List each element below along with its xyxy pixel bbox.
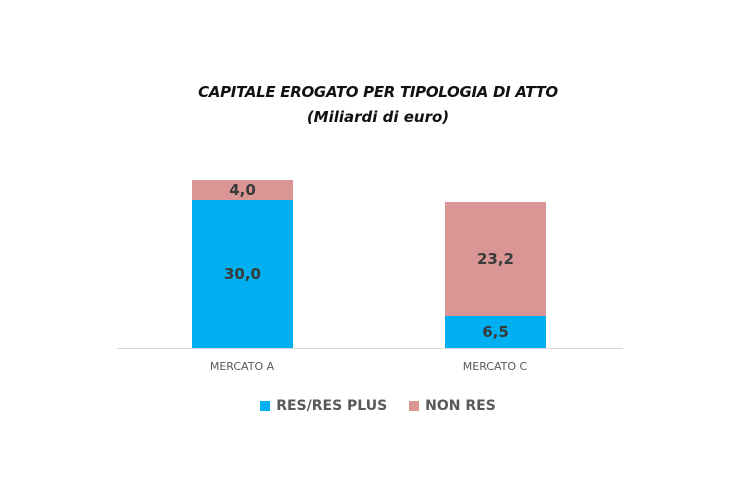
legend-label-res: RES/RES PLUS	[276, 398, 388, 414]
data-label: 4,0	[229, 181, 256, 199]
category-label-mercato-c: MERCATO C	[462, 360, 528, 373]
data-label: 23,2	[476, 250, 514, 268]
legend-label-non-res: NON RES	[425, 398, 496, 414]
segment-non-res-mercato-c: 23,2	[445, 202, 546, 316]
bar-mercato-c: 23,2 6,5	[445, 202, 546, 348]
segment-non-res-mercato-a: 4,0	[192, 180, 293, 200]
category-label-mercato-a: MERCATO A	[209, 360, 275, 373]
x-axis-line	[117, 348, 623, 349]
data-label: 30,0	[223, 265, 261, 283]
chart-title: CAPITALE EROGATO PER TIPOLOGIA DI ATTO	[198, 83, 558, 101]
legend-item-non-res: NON RES	[409, 398, 496, 414]
legend-swatch-res	[260, 401, 271, 411]
bar-mercato-a: 4,0 30,0	[192, 180, 293, 348]
segment-res-mercato-a: 30,0	[192, 200, 293, 348]
segment-res-mercato-c: 6,5	[445, 316, 546, 348]
data-label: 6,5	[482, 323, 509, 341]
chart-subtitle: (Miliardi di euro)	[306, 108, 450, 126]
legend: RES/RES PLUS NON RES	[0, 398, 756, 414]
legend-swatch-non-res	[409, 401, 420, 411]
legend-item-res: RES/RES PLUS	[260, 398, 387, 414]
